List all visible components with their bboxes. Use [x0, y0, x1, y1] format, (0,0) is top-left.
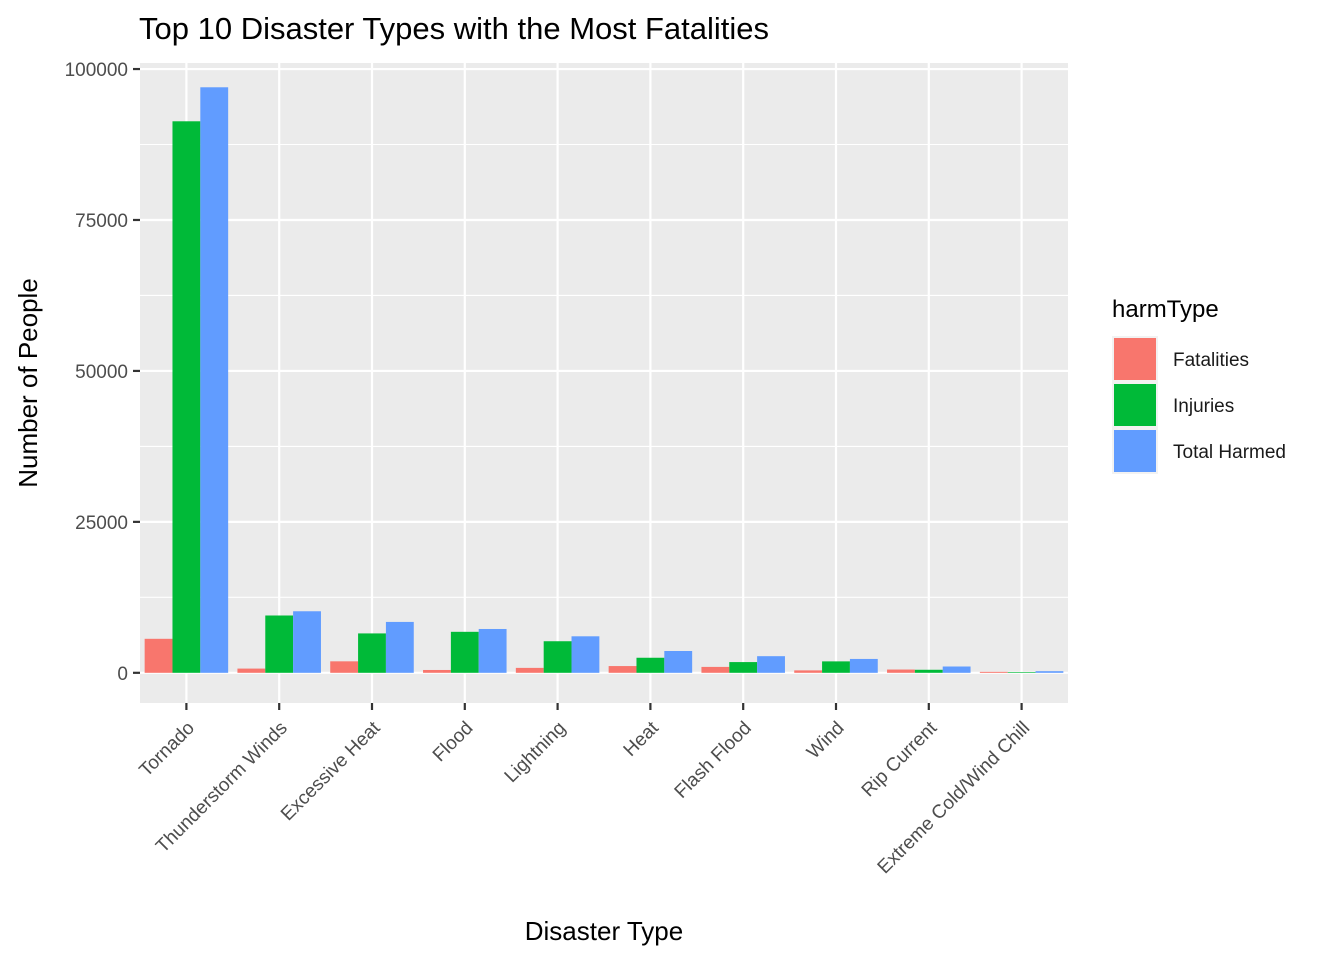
- bar-injuries: [729, 662, 758, 673]
- legend-items: Fatalities Injuries Total Harmed: [1112, 336, 1286, 474]
- bar-injuries: [636, 657, 665, 673]
- y-axis-title: Number of People: [13, 278, 43, 488]
- bar-injuries: [914, 669, 943, 673]
- bar-injuries: [358, 633, 386, 673]
- x-axis-title: Disaster Type: [525, 916, 683, 946]
- y-tick-label: 100000: [65, 60, 128, 81]
- bar-injuries: [265, 615, 294, 673]
- x-tick-label: Extreme Cold/Wind Chill: [874, 718, 1034, 878]
- bar-injuries: [450, 631, 479, 673]
- bar-fatalities: [237, 668, 266, 673]
- bar-injuries: [543, 641, 572, 673]
- legend-label: Injuries: [1173, 396, 1234, 417]
- y-tick-label: 0: [117, 664, 128, 685]
- bar-total-harmed: [571, 636, 600, 673]
- x-tick-label: Tornado: [136, 718, 199, 781]
- bar-total-harmed: [757, 656, 785, 673]
- y-axis: 0 25000 50000 75000 100000: [65, 60, 140, 685]
- y-tick-label: 25000: [75, 513, 128, 534]
- legend-title: harmType: [1112, 296, 1219, 323]
- legend-label: Total Harmed: [1173, 442, 1286, 463]
- bar-total-harmed: [1035, 671, 1064, 673]
- legend-swatch: [1114, 384, 1156, 426]
- x-tick-label: Flood: [429, 718, 477, 766]
- bar-total-harmed: [849, 658, 878, 673]
- bar-fatalities: [144, 638, 173, 673]
- legend-swatch: [1114, 430, 1156, 472]
- legend-label: Fatalities: [1173, 350, 1249, 371]
- bar-fatalities: [794, 670, 823, 673]
- bar-fatalities: [887, 669, 915, 673]
- y-tick-label: 50000: [75, 362, 128, 383]
- bar-fatalities: [701, 666, 730, 673]
- bar-fatalities: [979, 671, 1008, 673]
- x-tick-label: Excessive Heat: [277, 717, 385, 825]
- legend: harmType Fatalities Injuries Total Harmed: [1112, 296, 1286, 474]
- bar-injuries: [1007, 672, 1036, 673]
- x-tick-label: Flash Flood: [671, 718, 756, 803]
- bar-injuries: [822, 661, 850, 673]
- bar-fatalities: [330, 661, 359, 673]
- plot-panel: [140, 63, 1068, 703]
- legend-swatch: [1114, 338, 1156, 380]
- bar-total-harmed: [385, 621, 414, 673]
- bar-fatalities: [608, 666, 637, 673]
- bar-total-harmed: [200, 87, 229, 673]
- x-tick-label: Wind: [803, 718, 848, 763]
- y-tick-label: 75000: [75, 211, 128, 232]
- bar-total-harmed: [942, 666, 971, 673]
- x-tick-label: Lightning: [501, 718, 570, 787]
- bar-fatalities: [515, 667, 544, 673]
- bar-total-harmed: [293, 611, 321, 673]
- bars: [144, 87, 1064, 673]
- bar-total-harmed: [478, 628, 507, 673]
- chart-title: Top 10 Disaster Types with the Most Fata…: [139, 11, 769, 46]
- bar-total-harmed: [664, 651, 693, 673]
- bar-fatalities: [423, 669, 451, 673]
- x-tick-label: Rip Current: [858, 717, 942, 801]
- bar-injuries: [172, 121, 201, 673]
- x-tick-label: Heat: [620, 717, 664, 761]
